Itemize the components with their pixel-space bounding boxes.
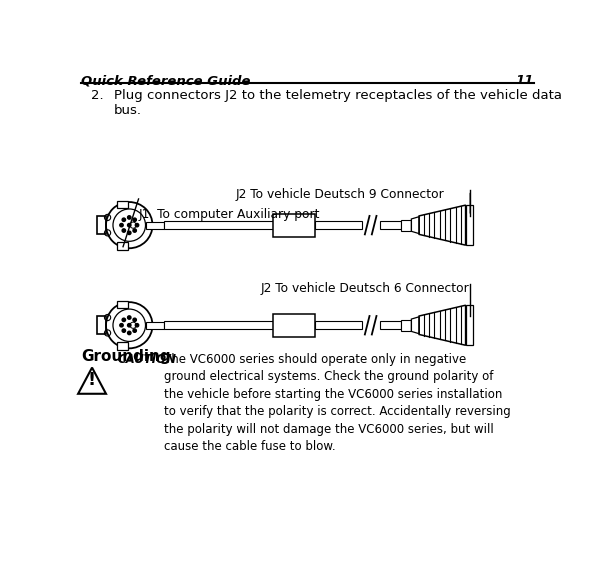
- Circle shape: [122, 229, 125, 232]
- FancyBboxPatch shape: [466, 205, 473, 245]
- Circle shape: [135, 223, 139, 227]
- Text: CAUTION: CAUTION: [118, 353, 176, 366]
- FancyBboxPatch shape: [401, 320, 412, 331]
- Text: 2.: 2.: [91, 89, 103, 102]
- Circle shape: [133, 329, 136, 332]
- Circle shape: [128, 231, 131, 234]
- FancyBboxPatch shape: [380, 321, 401, 329]
- Circle shape: [133, 218, 136, 222]
- Text: J2 To vehicle Deutsch 6 Connector: J2 To vehicle Deutsch 6 Connector: [261, 282, 470, 295]
- FancyBboxPatch shape: [272, 314, 315, 337]
- Text: !: !: [88, 371, 96, 389]
- FancyBboxPatch shape: [315, 222, 362, 229]
- Text: J2 To vehicle Deutsch 9 Connector: J2 To vehicle Deutsch 9 Connector: [235, 188, 444, 201]
- Text: J1  To computer Auxiliary port: J1 To computer Auxiliary port: [139, 208, 320, 221]
- FancyBboxPatch shape: [164, 321, 275, 329]
- Circle shape: [122, 318, 125, 321]
- FancyBboxPatch shape: [117, 201, 128, 208]
- Text: Grounding: Grounding: [81, 349, 171, 364]
- FancyBboxPatch shape: [380, 222, 401, 229]
- Circle shape: [120, 324, 123, 327]
- Text: The VC6000 series should operate only in negative
ground electrical systems. Che: The VC6000 series should operate only in…: [164, 353, 511, 454]
- Circle shape: [135, 324, 139, 327]
- Circle shape: [120, 223, 123, 227]
- Text: Quick Reference Guide: Quick Reference Guide: [81, 74, 251, 87]
- FancyBboxPatch shape: [401, 220, 412, 230]
- FancyBboxPatch shape: [315, 321, 362, 329]
- Circle shape: [122, 329, 125, 332]
- FancyBboxPatch shape: [117, 242, 128, 250]
- FancyBboxPatch shape: [272, 213, 315, 237]
- FancyBboxPatch shape: [146, 222, 164, 229]
- FancyBboxPatch shape: [466, 305, 473, 345]
- Circle shape: [133, 229, 136, 232]
- Circle shape: [128, 223, 131, 227]
- Circle shape: [128, 316, 131, 319]
- Circle shape: [133, 318, 136, 321]
- FancyBboxPatch shape: [146, 322, 164, 329]
- FancyBboxPatch shape: [117, 300, 128, 309]
- FancyBboxPatch shape: [164, 222, 275, 229]
- FancyBboxPatch shape: [97, 316, 106, 335]
- Circle shape: [128, 324, 131, 327]
- Circle shape: [122, 218, 125, 222]
- Text: Plug connectors J2 to the telemetry receptacles of the vehicle data
bus.: Plug connectors J2 to the telemetry rece…: [114, 89, 562, 117]
- Text: 11: 11: [515, 74, 534, 87]
- FancyBboxPatch shape: [97, 216, 106, 234]
- Circle shape: [128, 331, 131, 335]
- Circle shape: [128, 216, 131, 219]
- FancyBboxPatch shape: [117, 342, 128, 350]
